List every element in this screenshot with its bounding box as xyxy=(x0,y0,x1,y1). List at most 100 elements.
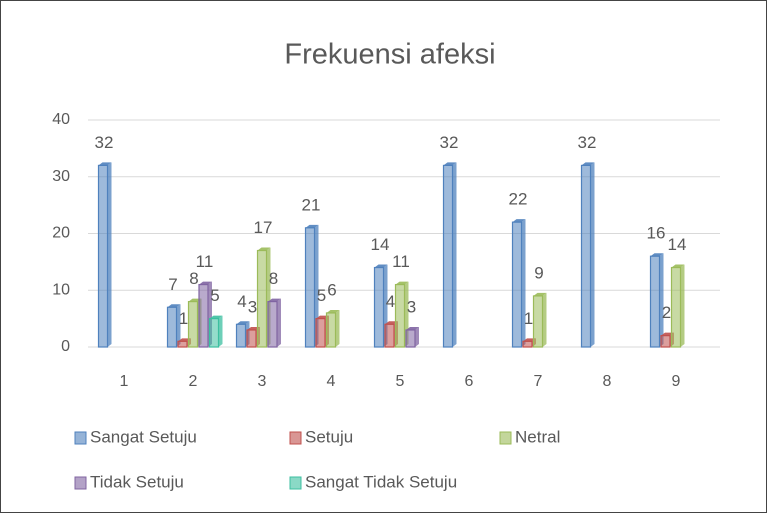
bar-top xyxy=(236,321,250,325)
bar xyxy=(670,266,682,348)
bar xyxy=(235,323,247,348)
bar xyxy=(660,335,671,348)
bar-top xyxy=(316,315,329,319)
data-label: 3 xyxy=(248,297,257,316)
data-label: 8 xyxy=(269,269,278,288)
bar-top xyxy=(581,162,595,166)
x-tick-label: 4 xyxy=(327,373,336,390)
y-tick-label: 20 xyxy=(52,225,70,242)
bar xyxy=(405,329,416,348)
bar-top xyxy=(167,304,181,308)
bar-top xyxy=(268,298,281,302)
bar xyxy=(325,312,337,348)
data-label: 5 xyxy=(317,286,326,305)
data-label: 5 xyxy=(210,286,219,305)
legend-label: Tidak Setuju xyxy=(90,472,184,491)
data-label: 11 xyxy=(392,252,410,271)
legend-swatch xyxy=(499,431,512,445)
bar-top xyxy=(247,326,260,330)
bar-side xyxy=(521,219,526,347)
bar-side xyxy=(107,162,112,347)
bar-top xyxy=(661,332,674,336)
data-label: 32 xyxy=(95,133,114,152)
y-tick-label: 30 xyxy=(52,168,70,185)
data-label: 32 xyxy=(578,133,597,152)
data-label: 6 xyxy=(327,280,336,299)
legend-swatch xyxy=(289,476,302,490)
x-tick-label: 5 xyxy=(396,373,405,390)
bar xyxy=(177,340,188,348)
x-tick-label: 2 xyxy=(189,373,198,390)
bar-top xyxy=(650,253,664,257)
data-label: 14 xyxy=(371,235,390,254)
legend-swatch xyxy=(74,476,87,490)
data-label: 8 xyxy=(189,269,198,288)
data-label: 11 xyxy=(196,252,214,271)
bar xyxy=(394,283,406,348)
data-label: 7 xyxy=(168,275,177,294)
bar xyxy=(246,329,257,348)
bar xyxy=(511,221,523,348)
bar-side xyxy=(314,224,319,347)
bar-side xyxy=(659,253,664,347)
bar-top xyxy=(326,309,340,313)
legend-swatch xyxy=(289,431,302,445)
bar xyxy=(304,227,316,348)
data-label: 1 xyxy=(179,309,188,328)
bar-top xyxy=(188,298,202,302)
bar-top xyxy=(305,224,319,228)
bar-side xyxy=(590,162,595,347)
legend-swatch xyxy=(74,431,87,445)
bar-side xyxy=(335,309,340,347)
bar-side xyxy=(542,292,547,347)
bar xyxy=(315,318,326,348)
bar xyxy=(267,301,278,348)
legend-label: Sangat Setuju xyxy=(90,427,197,446)
bar xyxy=(580,164,592,348)
legend-label: Sangat Tidak Setuju xyxy=(305,472,457,491)
bar xyxy=(373,266,385,348)
bar-top xyxy=(533,292,547,296)
x-tick-label: 6 xyxy=(465,373,474,390)
data-label: 14 xyxy=(668,235,687,254)
bar-top xyxy=(512,219,526,223)
data-label: 3 xyxy=(407,297,416,316)
bar-side xyxy=(452,162,457,347)
bar xyxy=(442,164,454,348)
bar-top xyxy=(523,338,536,342)
bar-top xyxy=(385,321,398,325)
legend-label: Setuju xyxy=(305,427,353,446)
x-tick-label: 1 xyxy=(120,373,129,390)
bar-top xyxy=(374,264,388,268)
data-label: 4 xyxy=(237,292,246,311)
data-label: 9 xyxy=(534,263,543,282)
data-label: 21 xyxy=(302,195,321,214)
bar xyxy=(198,283,209,348)
bar-top xyxy=(671,264,685,268)
bar xyxy=(522,340,533,348)
x-tick-label: 9 xyxy=(672,373,681,390)
bar xyxy=(649,255,661,348)
legend-label: Netral xyxy=(515,427,560,446)
data-label: 16 xyxy=(647,224,666,243)
bar-side xyxy=(218,315,223,347)
y-tick-label: 0 xyxy=(61,338,70,355)
bar-top xyxy=(406,326,419,330)
data-label: 1 xyxy=(524,309,533,328)
data-label: 4 xyxy=(386,292,395,311)
data-label: 32 xyxy=(440,133,459,152)
bar-side xyxy=(176,304,181,347)
bar xyxy=(384,323,395,348)
data-label: 17 xyxy=(254,218,273,237)
bar-top xyxy=(395,281,409,285)
bar xyxy=(256,249,268,348)
chart-title: Frekuensi afeksi xyxy=(284,39,495,71)
x-tick-label: 7 xyxy=(534,373,543,390)
bar-top xyxy=(257,247,271,251)
bar xyxy=(208,318,220,348)
bar-top xyxy=(98,162,112,166)
bar xyxy=(166,306,178,348)
bar-top xyxy=(443,162,457,166)
